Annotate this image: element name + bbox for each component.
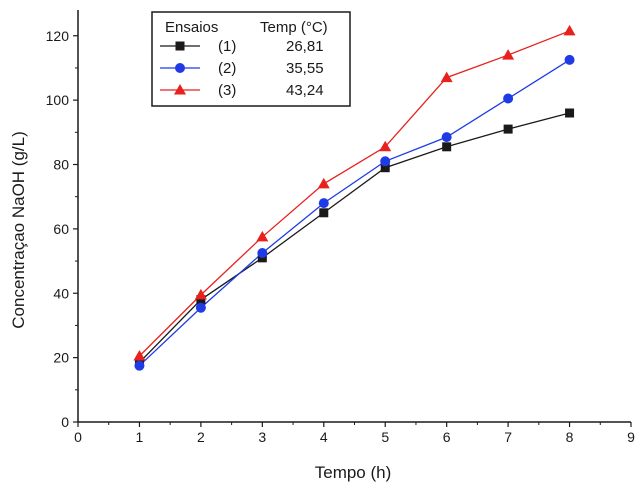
series-3-point [256,230,269,242]
series-2-point [503,93,514,104]
series-2-point [441,132,452,143]
x-tick-label: 7 [504,429,512,445]
series-2-point [380,156,391,167]
x-axis-title: Tempo (h) [315,463,392,482]
legend-label-2: (2) [218,60,236,77]
x-tick-label: 0 [74,429,82,445]
series-1-point [319,208,329,218]
series-2-point [564,54,575,65]
series-3-point [379,140,392,152]
legend-header-ensaios: Ensaios [165,19,218,36]
legend-temp-3: 43,24 [286,82,324,99]
series-1-point [442,142,452,152]
series-layer [133,24,576,371]
x-tick-label: 2 [197,429,205,445]
series-2-point [257,248,268,259]
legend-label-1: (1) [218,38,236,55]
x-tick-label: 8 [566,429,574,445]
y-axis-title: Concentraçao NaOH (g/L) [9,131,28,328]
x-tick-label: 4 [320,429,328,445]
series-3-point [440,71,453,83]
legend-temp-2: 35,55 [286,60,324,77]
series-3-point [194,288,207,300]
y-tick-label: 0 [61,414,69,430]
y-tick-label: 20 [53,350,69,366]
x-tick-label: 1 [136,429,144,445]
legend-marker-1 [175,41,185,51]
series-1-point [503,124,513,134]
series-line-1 [138,112,570,363]
series-3-point [563,24,576,36]
y-tick-label: 100 [46,92,70,108]
series-3-point [502,49,515,60]
series-2-point [195,302,206,313]
legend-marker-3 [174,84,186,95]
series-1-point [380,163,390,173]
legend: Ensaios Temp (°C) (1) 26,81 (2) 35,55 (3) 43,… [151,11,351,107]
y-tick-label: 80 [53,157,69,173]
series-1-point [196,295,206,305]
legend-label-3: (3) [218,82,236,99]
x-tick-label: 5 [381,429,389,445]
y-tick-label: 120 [46,28,70,44]
legend-entries: (1) 26,81 (2) 35,55 (3) 43,24 [160,38,324,99]
series-1-point [565,108,575,118]
x-tick-label: 6 [443,429,451,445]
x-tick-label: 3 [258,429,266,445]
series-3-point [133,350,146,361]
y-axis-ticks: 0 20 40 60 80 100 120 [46,28,78,430]
x-tick-label: 9 [627,429,635,445]
y-tick-label: 40 [53,285,69,301]
series-2-point [318,198,329,209]
legend-temp-1: 26,81 [286,38,324,55]
x-axis-ticks: 0 1 2 3 4 5 6 7 8 9 [74,422,635,445]
series-line-2 [138,59,570,367]
series-line-3 [138,30,570,357]
series-2-point [134,360,145,371]
legend-marker-2 [175,63,185,73]
y-tick-label: 60 [53,221,69,237]
legend-header-temp: Temp (°C) [260,19,328,36]
series-3-point [317,177,330,189]
